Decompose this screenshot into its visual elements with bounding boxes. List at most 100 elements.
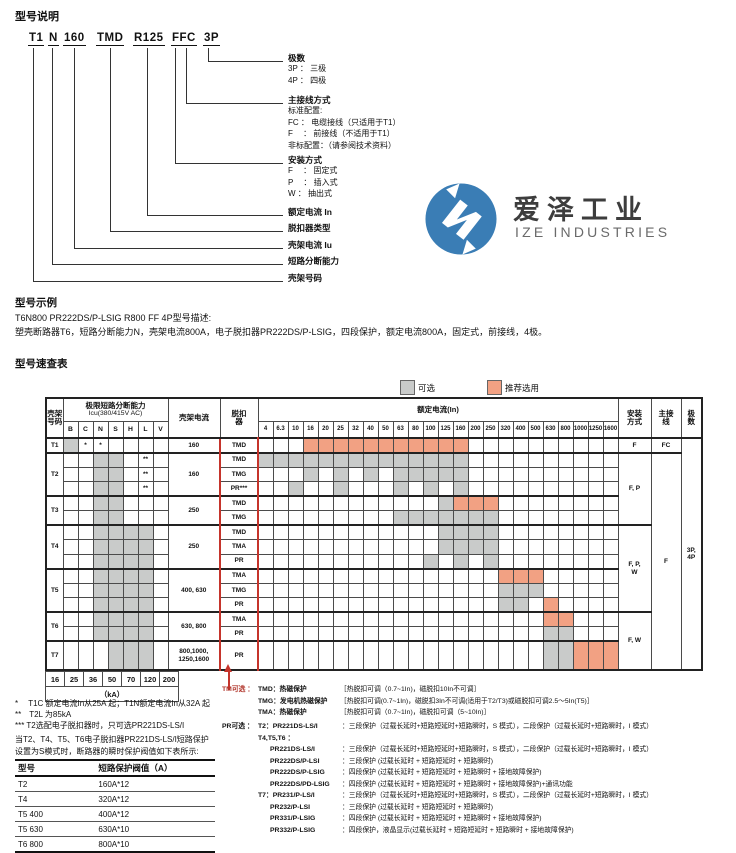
threshold-cell: 630A*10 xyxy=(95,821,215,837)
in-cell xyxy=(347,611,364,627)
icu-cell xyxy=(77,611,94,627)
threshold-row: T4 320A*12 xyxy=(15,791,215,807)
in-col-header: 1250 xyxy=(587,421,604,439)
threshold-paragraph: 当T2、T4、T5、T6电子脱扣器PR221DS-LS/I短路保护 设置为S模式时… xyxy=(15,734,209,757)
in-cell xyxy=(377,640,394,671)
code-field-label: 极数 xyxy=(288,53,306,63)
in-cell xyxy=(602,567,619,584)
in-cell xyxy=(482,640,499,671)
icu-cell xyxy=(152,597,169,613)
in-cell xyxy=(422,524,439,540)
trip-unit-cell: PR xyxy=(219,597,259,613)
in-cell xyxy=(332,640,349,671)
pr-option-row: PR332/P-LSIG ：四段保护，液晶显示(过载长延时 + 短路短延时 + 短… xyxy=(222,827,653,840)
in-cell xyxy=(572,466,589,482)
icu-cell xyxy=(62,553,79,569)
in-cell xyxy=(497,451,514,468)
in-cell-recommended xyxy=(407,437,424,453)
in-cell xyxy=(512,524,529,540)
main-connection-cell: FC xyxy=(650,437,682,453)
threshold-cell: 320A*12 xyxy=(95,791,215,807)
connector-line xyxy=(147,48,148,215)
threshold-header: 短路保护阀值（A） xyxy=(95,760,215,777)
in-cell xyxy=(347,553,364,569)
icu-cell-optional xyxy=(122,582,139,598)
in-cell xyxy=(287,539,304,555)
icu-cell-optional xyxy=(107,567,124,584)
option-name: TMG：发电机热磁保护 xyxy=(258,697,328,705)
header-trip-unit: 脱扣器 xyxy=(219,397,259,439)
in-cell-optional xyxy=(482,510,499,526)
model-code-segment: N xyxy=(48,32,59,46)
in-cell xyxy=(587,626,604,642)
poles-cell: 3P, 4P xyxy=(680,437,703,671)
in-cell xyxy=(467,466,484,482)
trip-column-arrow-icon xyxy=(224,664,232,672)
in-cell-optional xyxy=(452,553,469,569)
icu-cell-optional xyxy=(107,626,124,642)
in-cell-optional xyxy=(467,510,484,526)
in-cell xyxy=(332,524,349,540)
icu-cell-optional xyxy=(137,539,154,555)
icu-cell xyxy=(122,481,139,497)
threshold-row: T5 630 630A*10 xyxy=(15,821,215,837)
in-cell-recommended xyxy=(482,495,499,511)
in-cell xyxy=(512,553,529,569)
icu-col-header: V xyxy=(152,421,169,439)
icu-cell xyxy=(77,597,94,613)
in-cell xyxy=(272,466,289,482)
icu-cell xyxy=(62,539,79,555)
icu-col-header: B xyxy=(62,421,79,439)
in-cell-optional xyxy=(407,466,424,482)
in-cell xyxy=(392,597,409,613)
in-cell xyxy=(257,481,274,497)
icu-cell xyxy=(122,495,139,511)
in-cell xyxy=(497,437,514,453)
in-cell xyxy=(272,524,289,540)
icu-cell xyxy=(77,539,94,555)
in-cell xyxy=(407,597,424,613)
in-cell xyxy=(572,539,589,555)
in-col-header: 1000 xyxy=(572,421,589,439)
in-cell xyxy=(317,626,334,642)
in-cell xyxy=(257,510,274,526)
in-cell-recommended xyxy=(362,437,379,453)
in-cell xyxy=(467,481,484,497)
in-cell-optional xyxy=(527,582,544,598)
in-cell-recommended xyxy=(527,567,544,584)
option-name: T4,T5,T6 ： xyxy=(258,734,295,742)
threshold-row: T6 800 800A*10 xyxy=(15,836,215,853)
in-cell-optional xyxy=(482,524,499,540)
in-cell xyxy=(377,539,394,555)
icu-cell xyxy=(62,597,79,613)
in-cell-optional xyxy=(317,451,334,468)
in-cell xyxy=(407,539,424,555)
icu-cell xyxy=(152,437,169,453)
header-frame-current: 壳架电流 xyxy=(167,397,221,439)
pr-option-row: T4,T5,T6 ： xyxy=(222,734,653,748)
connector-line xyxy=(74,248,283,249)
legend-recommended-swatch xyxy=(487,380,502,395)
threshold-row: T5 400 400A*12 xyxy=(15,806,215,822)
in-cell xyxy=(437,597,454,613)
in-cell xyxy=(302,597,319,613)
in-cell xyxy=(317,481,334,497)
in-cell xyxy=(272,567,289,584)
in-cell xyxy=(392,495,409,511)
in-cell xyxy=(452,597,469,613)
in-cell-optional xyxy=(437,539,454,555)
in-cell xyxy=(467,437,484,453)
in-cell xyxy=(272,539,289,555)
in-cell xyxy=(557,437,574,453)
paragraph-line: 设置为S模式时，断路器的瞬时保护阀值如下表所示: xyxy=(15,746,199,756)
in-cell xyxy=(257,626,274,642)
in-cell-recommended xyxy=(452,437,469,453)
in-cell xyxy=(512,510,529,526)
option-description: ：三段保护 (过载长延时 + 短路短延时 + 短路瞬时) xyxy=(342,803,494,811)
in-cell-optional xyxy=(482,539,499,555)
icu-cell-optional xyxy=(122,539,139,555)
icu-cell-note: ** xyxy=(137,451,154,468)
in-cell xyxy=(287,582,304,598)
in-cell-recommended xyxy=(497,567,514,584)
icu-cell-optional xyxy=(92,451,109,468)
